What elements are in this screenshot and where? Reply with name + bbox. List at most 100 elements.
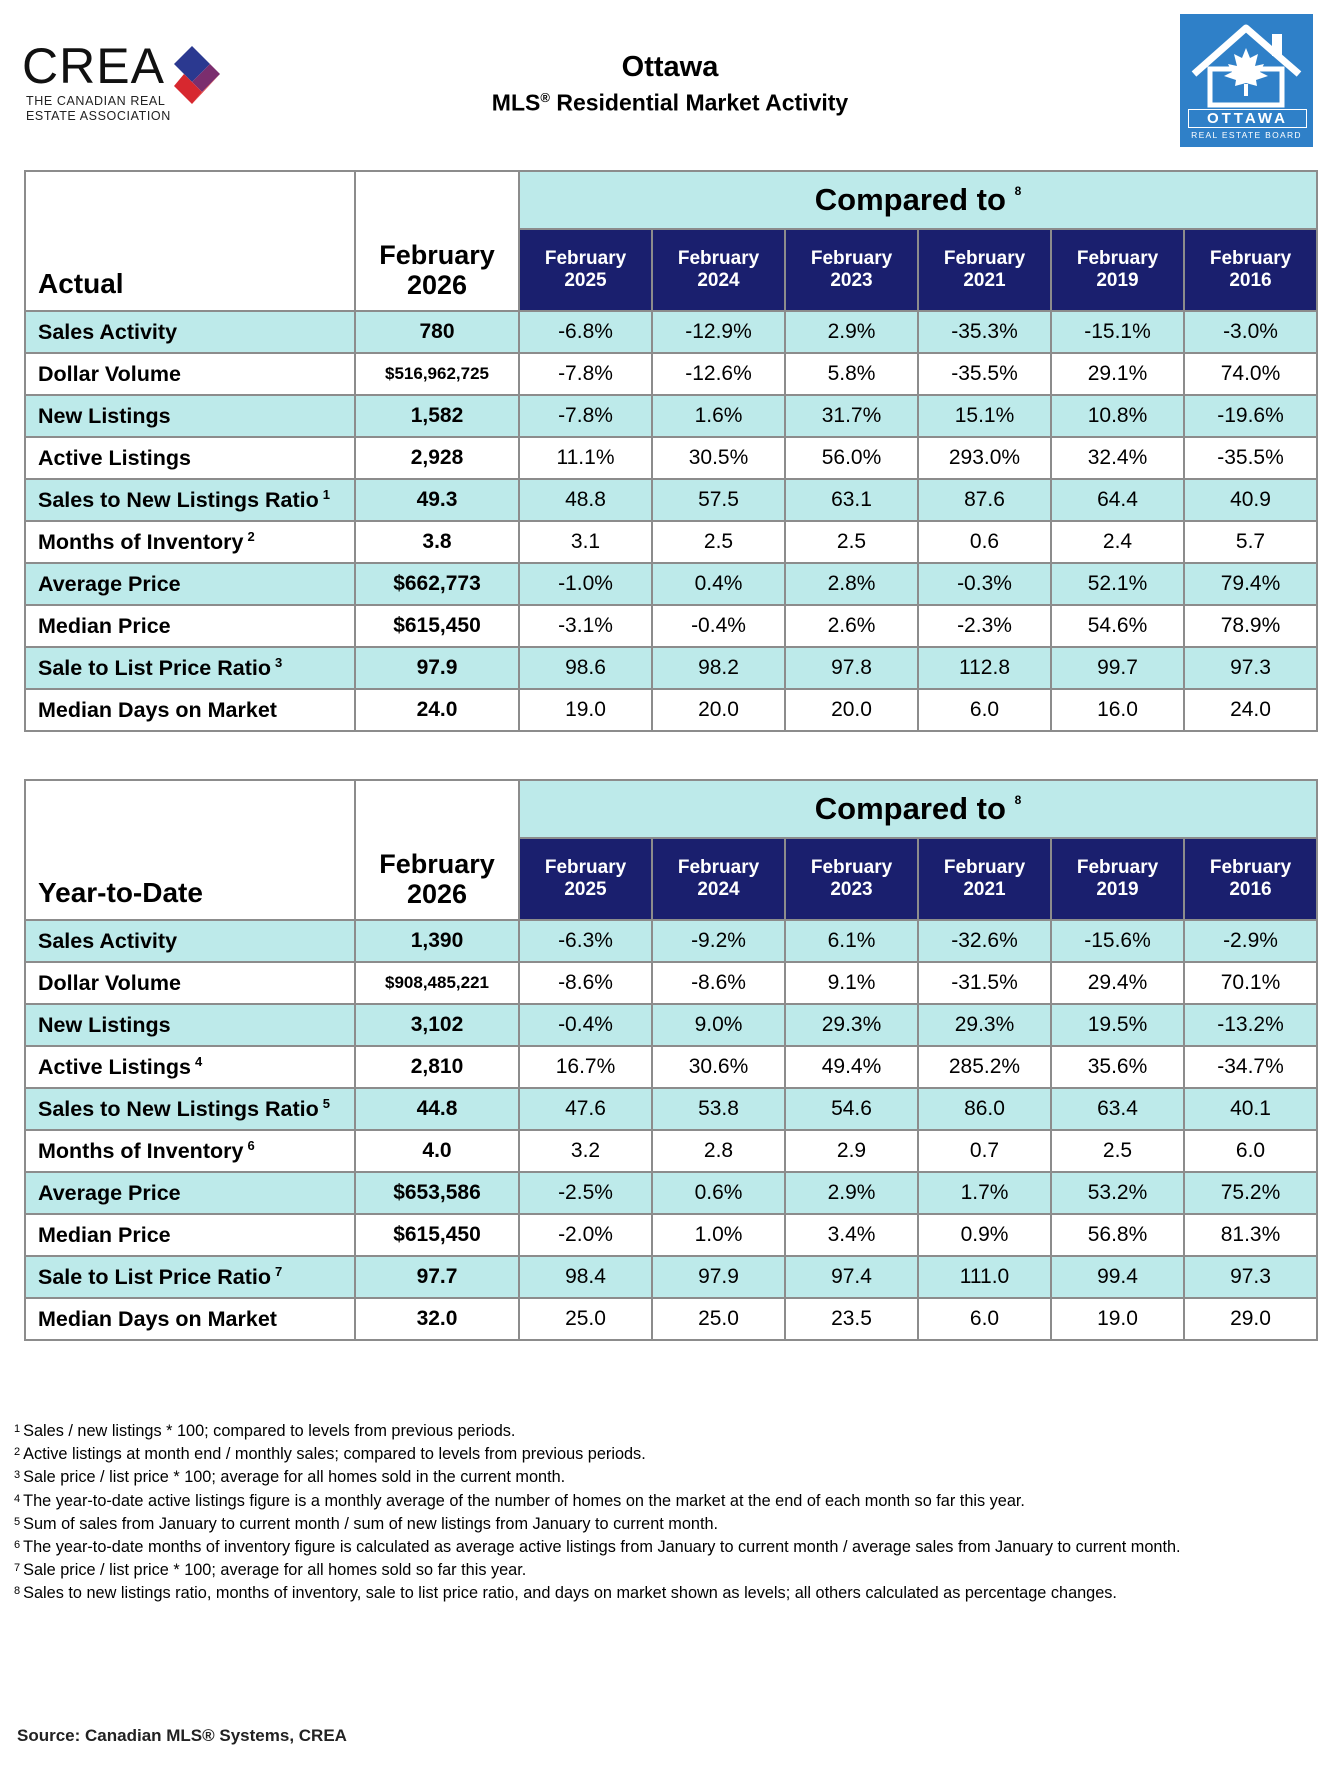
comparison-value: -34.7% [1183, 1045, 1318, 1089]
year-month: February [1076, 248, 1159, 269]
current-value: $516,962,725 [354, 352, 520, 396]
ottawa-logo-word: OTTAWA [1188, 109, 1307, 128]
current-value: 49.3 [354, 478, 520, 522]
comparison-value: 49.4% [784, 1045, 919, 1089]
metric-label: Sale to List Price Ratio 3 [24, 646, 356, 690]
table-row: Sales Activity 780 -6.8% -12.9% 2.9% -35.3% -1… [24, 310, 1318, 354]
comparison-value: 20.0 [651, 688, 786, 732]
comparison-value: -35.5% [1183, 436, 1318, 480]
table-row: Median Days on Market 32.0 25.0 25.0 23.5 6.0… [24, 1297, 1318, 1341]
table-row: New Listings 1,582 -7.8% 1.6% 31.7% 15.1% 10.8… [24, 394, 1318, 438]
metric-name: Median Price [38, 1222, 171, 1247]
crea-subtitle-line2: ESTATE ASSOCIATION [26, 109, 171, 123]
year-month: February [677, 248, 760, 269]
footnote-item: 7 Sale price / list price * 100; average … [14, 1559, 1324, 1582]
footnote-ref: 6 [247, 1137, 255, 1153]
year-month: February [544, 248, 627, 269]
footnote-number: 5 [14, 1515, 21, 1528]
comparison-value: 52.1% [1050, 562, 1185, 606]
report-title: Ottawa MLS® Residential Market Activity [380, 50, 960, 117]
footnotes: 1 Sales / new listings * 100; compared to… [14, 1420, 1324, 1606]
table-row: Median Days on Market 24.0 19.0 20.0 20.0 6.0… [24, 688, 1318, 732]
compared-year-header: February 2016 [1183, 837, 1318, 921]
year-month: February [943, 248, 1026, 269]
comparison-value: 79.4% [1183, 562, 1318, 606]
comparison-value: 2.9% [784, 1171, 919, 1215]
metric-label: Sales Activity [24, 919, 356, 963]
table-row: Sale to List Price Ratio 3 97.9 98.6 98.2 97.… [24, 646, 1318, 690]
comparison-value: -9.2% [651, 919, 786, 963]
metric-label: Active Listings [24, 436, 356, 480]
metric-name: Months of Inventory [38, 530, 244, 555]
comparison-value: 40.9 [1183, 478, 1318, 522]
comparison-value: 285.2% [917, 1045, 1052, 1089]
metric-label: Active Listings 4 [24, 1045, 356, 1089]
comparison-value: 0.6% [651, 1171, 786, 1215]
comparison-value: 6.0 [917, 1297, 1052, 1341]
metric-name: Median Days on Market [38, 1306, 277, 1331]
year-value: 2023 [830, 270, 873, 291]
comparison-value: 97.9 [651, 1255, 786, 1299]
footnote-ref: 7 [274, 1263, 283, 1279]
comparison-value: 30.5% [651, 436, 786, 480]
comparison-value: 3.2 [518, 1129, 653, 1173]
year-value: 2021 [963, 879, 1006, 900]
compared-year-header: February 2023 [784, 837, 919, 921]
comparison-value: 9.1% [784, 961, 919, 1005]
footnote-item: 4 The year-to-date active listings figure… [14, 1490, 1324, 1513]
comparison-value: 63.1 [784, 478, 919, 522]
report-subtitle: MLS® Residential Market Activity [491, 89, 849, 116]
current-value: 32.0 [354, 1297, 520, 1341]
footnote-ref: 4 [194, 1053, 203, 1069]
metric-label: Sales to New Listings Ratio 5 [24, 1087, 356, 1131]
table-row: Dollar Volume $516,962,725 -7.8% -12.6% 5.8%… [24, 352, 1318, 396]
comparison-value: 11.1% [518, 436, 653, 480]
table-row: Average Price $662,773 -1.0% 0.4% 2.8% -0.3% 5… [24, 562, 1318, 606]
compared-year-header: February 2019 [1050, 837, 1185, 921]
comparison-value: 16.7% [518, 1045, 653, 1089]
metric-label: Median Days on Market [24, 688, 356, 732]
footnote-text: Sales / new listings * 100; compared to … [23, 1422, 516, 1440]
comparison-value: 3.1 [518, 520, 653, 564]
metric-label: Average Price [24, 1171, 356, 1215]
comparison-value: 57.5 [651, 478, 786, 522]
year-value: 2019 [1096, 270, 1139, 291]
comparison-value: 10.8% [1050, 394, 1185, 438]
current-period-header: February 2026 [354, 779, 520, 921]
footnote-item: 6 The year-to-date months of inventory fi… [14, 1536, 1324, 1559]
footnote-ref: 2 [247, 528, 255, 544]
comparison-value: 97.3 [1183, 646, 1318, 690]
compared-year-header: February 2016 [1183, 228, 1318, 312]
compared-to-header: Compared to 8 [518, 779, 1318, 839]
table-row: Months of Inventory 2 3.8 3.1 2.5 2.5 0.6 2.4 5.… [24, 520, 1318, 564]
metric-name: Average Price [38, 1180, 181, 1205]
crea-diamond-icon [174, 46, 220, 104]
comparison-value: 24.0 [1183, 688, 1318, 732]
current-value: 44.8 [354, 1087, 520, 1131]
comparison-value: -0.4% [518, 1003, 653, 1047]
comparison-value: -6.8% [518, 310, 653, 354]
ytd-activity-table: Year-to-Date February 2026 Compared to 8 … [24, 779, 1318, 1341]
comparison-value: 6.0 [917, 688, 1052, 732]
metric-label: Median Price [24, 604, 356, 648]
year-value: 2016 [1229, 270, 1272, 291]
comparison-value: -35.5% [917, 352, 1052, 396]
comparison-value: -32.6% [917, 919, 1052, 963]
comparison-value: 29.4% [1050, 961, 1185, 1005]
comparison-value: -7.8% [518, 352, 653, 396]
comparison-value: 63.4 [1050, 1087, 1185, 1131]
metric-name: Active Listings [38, 445, 191, 470]
comparison-value: 29.1% [1050, 352, 1185, 396]
comparison-value: 19.0 [518, 688, 653, 732]
year-value: 2021 [963, 270, 1006, 291]
comparison-value: -19.6% [1183, 394, 1318, 438]
comparison-value: 86.0 [917, 1087, 1052, 1131]
year-value: 2023 [830, 879, 873, 900]
year-month: February [544, 857, 627, 878]
comparison-value: -6.3% [518, 919, 653, 963]
comparison-value: -13.2% [1183, 1003, 1318, 1047]
footnote-number: 3 [14, 1469, 21, 1482]
comparison-value: 9.0% [651, 1003, 786, 1047]
table-row: Active Listings 4 2,810 16.7% 30.6% 49.4% 285.… [24, 1045, 1318, 1089]
table-row: Median Price $615,450 -3.1% -0.4% 2.6% -2.3% 5… [24, 604, 1318, 648]
